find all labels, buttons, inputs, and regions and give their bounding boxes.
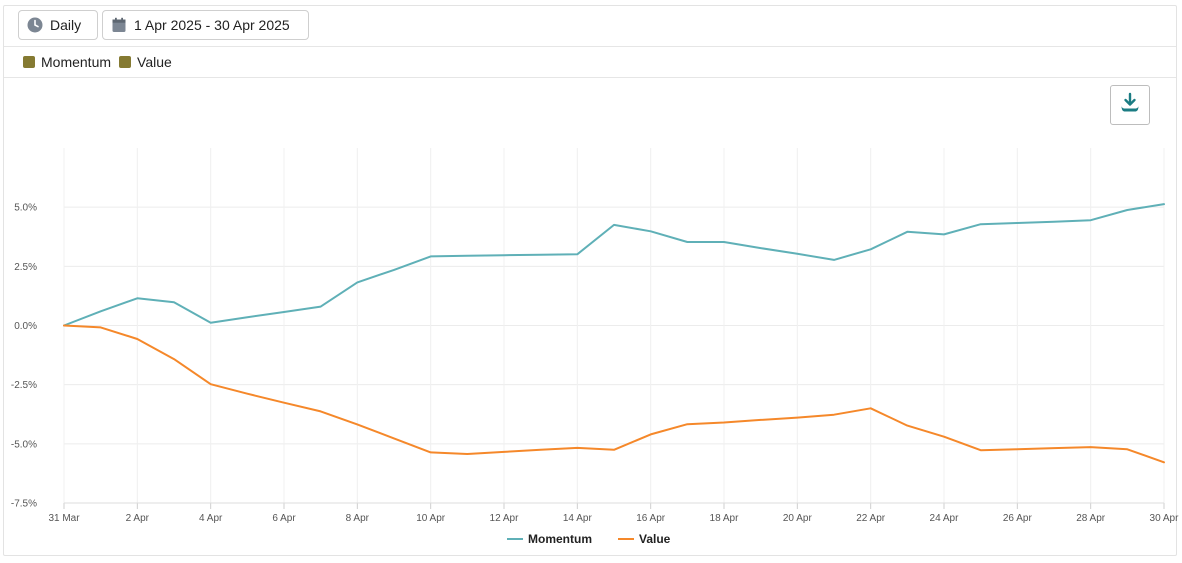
clock-icon (27, 17, 43, 33)
toolbar: Daily 1 Apr 2025 - 30 Apr 2025 (4, 6, 1176, 47)
x-axis-ticks: 31 Mar 2 Apr 4 Apr 6 Apr 8 Apr 10 Apr 12 Apr 14… (48, 502, 1180, 524)
y-tick-label: -2.5% (11, 380, 37, 391)
x-tick-label: 16 Apr (636, 513, 666, 524)
legend-label-value[interactable]: Value (639, 532, 671, 546)
y-axis-ticks: 5.0% 2.5% 0.0% -2.5% -5.0% -7.5% (11, 203, 37, 510)
period-selector-button[interactable]: Daily (18, 10, 98, 40)
legend-label-value: Value (137, 54, 172, 70)
y-tick-label: -7.5% (11, 499, 37, 510)
x-tick-label: 20 Apr (783, 513, 813, 524)
y-tick-label: 5.0% (14, 203, 37, 214)
period-label: Daily (50, 17, 82, 33)
y-tick-label: 2.5% (14, 262, 37, 273)
x-tick-label: 18 Apr (710, 513, 740, 524)
momentum-swatch (23, 56, 35, 68)
x-tick-label: 6 Apr (272, 513, 296, 524)
x-tick-label: 22 Apr (856, 513, 886, 524)
download-button[interactable] (1110, 85, 1150, 125)
chart-panel: Daily 1 Apr 2025 - 30 Apr 2025 Momentum … (3, 5, 1177, 556)
y-tick-label: -5.0% (11, 439, 37, 450)
series-lines (63, 203, 1165, 464)
bottom-legend: Momentum Value (507, 532, 671, 546)
download-icon (1119, 92, 1141, 119)
x-tick-label: 4 Apr (199, 513, 223, 524)
x-tick-label: 31 Mar (48, 513, 80, 524)
x-tick-label: 12 Apr (490, 513, 520, 524)
series-line-momentum[interactable] (63, 203, 1165, 327)
series-legend-bar: Momentum Value (4, 47, 1176, 78)
x-tick-label: 28 Apr (1076, 513, 1106, 524)
x-tick-label: 26 Apr (1003, 513, 1033, 524)
date-range-label: 1 Apr 2025 - 30 Apr 2025 (134, 17, 290, 33)
x-tick-label: 24 Apr (930, 513, 960, 524)
legend-label-momentum[interactable]: Momentum (528, 532, 592, 546)
x-tick-label: 2 Apr (126, 513, 150, 524)
date-range-button[interactable]: 1 Apr 2025 - 30 Apr 2025 (102, 10, 309, 40)
x-tick-label: 10 Apr (416, 513, 446, 524)
y-tick-label: 0.0% (14, 321, 37, 332)
x-tick-label: 14 Apr (563, 513, 593, 524)
legend-label-momentum: Momentum (41, 54, 112, 70)
legend-item-value[interactable]: Value (119, 54, 172, 70)
x-tick-label: 8 Apr (346, 513, 370, 524)
x-tick-label: 30 Apr (1150, 513, 1180, 524)
legend-item-momentum[interactable]: Momentum (23, 54, 111, 70)
series-line-value[interactable] (63, 324, 1165, 464)
value-swatch (119, 56, 132, 68)
calendar-icon (111, 17, 127, 33)
